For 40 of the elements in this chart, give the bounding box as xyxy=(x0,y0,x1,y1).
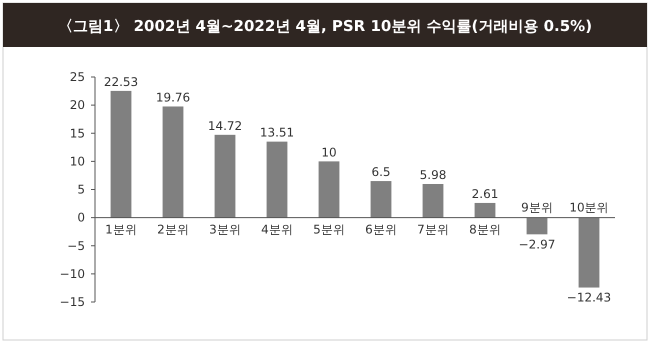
y-tick-label: 25 xyxy=(70,70,85,84)
x-tick-label: 2분위 xyxy=(157,222,189,237)
data-label: 10 xyxy=(321,145,337,160)
bar xyxy=(214,134,236,218)
y-tick-label: 10 xyxy=(70,154,85,168)
x-tick-label: 4분위 xyxy=(261,222,293,237)
y-tick-label: 20 xyxy=(70,98,85,112)
x-tick-label: 1분위 xyxy=(105,222,137,237)
data-label: 14.72 xyxy=(208,118,242,133)
data-label: 22.53 xyxy=(104,74,138,89)
data-label: 6.5 xyxy=(371,165,391,180)
x-tick-label: 3분위 xyxy=(209,222,241,237)
chart-title: 〈그림1〉 2002년 4월~2022년 4월, PSR 10분위 수익률(거래비용 0.5%) xyxy=(58,17,592,35)
data-label: 2.61 xyxy=(472,186,498,201)
bar xyxy=(422,184,444,218)
y-tick-label: −5 xyxy=(67,238,85,253)
bar xyxy=(266,142,288,218)
bar xyxy=(162,106,184,218)
bar xyxy=(474,202,496,218)
bar xyxy=(578,218,600,288)
bar xyxy=(318,161,340,218)
x-tick-label: 8분위 xyxy=(469,222,501,237)
y-tick-label: −10 xyxy=(60,266,85,281)
y-tick-label: 0 xyxy=(77,210,85,225)
data-label: −12.43 xyxy=(566,290,612,305)
bar xyxy=(526,218,548,234)
x-tick-label: 7분위 xyxy=(417,222,449,237)
bar xyxy=(110,90,132,218)
data-label: 5.98 xyxy=(420,168,446,182)
data-label: 13.51 xyxy=(260,126,294,140)
data-label: 19.76 xyxy=(156,90,190,104)
x-tick-label: 9분위 xyxy=(521,200,553,215)
bar xyxy=(370,181,392,218)
data-label: −2.97 xyxy=(518,237,556,252)
y-tick-label: 15 xyxy=(70,126,85,140)
y-tick-label: −15 xyxy=(60,295,85,309)
x-tick-label: 10분위 xyxy=(569,200,609,215)
x-tick-label: 5분위 xyxy=(313,222,345,237)
y-tick-label: 5 xyxy=(77,182,85,196)
x-tick-label: 6분위 xyxy=(365,222,397,237)
